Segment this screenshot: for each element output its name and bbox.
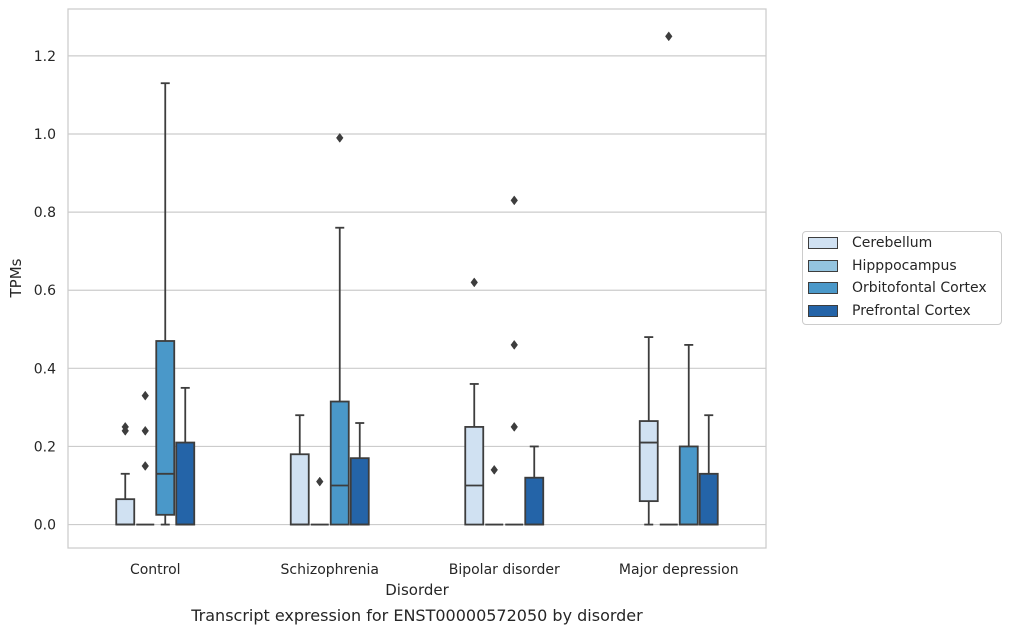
outlier-point [510,422,518,432]
y-tick-label: 0.6 [34,283,56,299]
outlier-point [141,390,149,401]
legend-label: Hipppocampus [852,257,957,274]
y-tick-label: 0.8 [34,205,56,221]
box-prefrontal-cortex-bipolar-disorder [524,445,545,526]
box-body [175,441,196,526]
outlier-point [141,461,149,471]
y-tick-label: 0.0 [34,518,56,534]
y-tick-label: 1.0 [34,127,56,143]
box-body [289,453,310,526]
box-layer [115,31,719,526]
outlier-point [141,425,149,436]
box-cerebellum-control [115,422,136,526]
outlier-point [665,31,673,42]
box-hipppocampus-bipolar-disorder [485,464,504,526]
box-orbitofontal-cortex-control [155,82,176,526]
box-cerebellum-schizophrenia [289,414,310,526]
box-body [678,445,699,526]
legend: Cerebellum Hipppocampus Orbitofontal Cor… [802,231,1002,325]
outlier-point [510,339,518,350]
box-prefrontal-cortex-schizophrenia [349,422,370,526]
y-tick-label: 1.2 [34,49,56,65]
legend-label: Prefrontal Cortex [852,302,971,319]
box-body [349,457,370,526]
legend-swatch [808,237,838,250]
y-tick-label: 0.2 [34,439,56,455]
legend-label: Orbitofontal Cortex [852,280,987,297]
y-axis-label: TPMs [7,258,25,298]
plot-frame [67,8,767,549]
legend-swatch [808,282,838,295]
box-prefrontal-cortex-major-depression [698,414,719,526]
chart-caption: Transcript expression for ENST0000057205… [191,606,643,625]
outlier-point [470,277,478,288]
box-body [115,498,136,526]
box-orbitofontal-cortex-bipolar-disorder [505,195,524,526]
legend-item-cerebellum: Cerebellum [803,232,1001,255]
x-tick-label: Control [130,562,181,578]
legend-swatch [808,259,838,272]
box-prefrontal-cortex-control [175,386,196,526]
x-tick-label: Schizophrenia [281,562,379,578]
outlier-point [336,132,344,143]
x-tick-label: Major depression [619,562,739,578]
box-body [155,340,176,516]
box-cerebellum-bipolar-disorder [464,277,485,526]
legend-swatch [808,304,838,317]
y-tick-label: 0.4 [34,361,56,377]
box-hipppocampus-control [136,390,155,526]
box-body [329,400,350,526]
box-body [638,420,659,503]
outlier-point [121,422,129,432]
legend-item-orbitofrontal-cortex: Orbitofontal Cortex [803,277,1001,300]
y-axis-ticks: 0.0 0.2 0.4 0.6 0.8 1.0 1.2 [34,49,56,534]
box-orbitofontal-cortex-major-depression [678,343,699,526]
outlier-point [316,476,324,487]
legend-item-prefrontal-cortex: Prefrontal Cortex [803,300,1001,323]
box-hipppocampus-schizophrenia [310,476,329,526]
box-body [698,472,719,526]
box-orbitofontal-cortex-schizophrenia [329,132,350,526]
legend-label: Cerebellum [852,235,933,252]
x-axis-label: Disorder [385,581,449,599]
box-body [524,476,545,526]
outlier-point [490,464,498,475]
box-hipppocampus-major-depression [659,31,678,526]
box-body [464,426,485,526]
box-cerebellum-major-depression [638,336,659,526]
x-axis-ticks: Control Schizophrenia Bipolar disorder Majo… [130,562,739,578]
x-tick-label: Bipolar disorder [449,562,560,578]
outlier-point [510,195,518,206]
legend-item-hippocampus: Hipppocampus [803,255,1001,278]
